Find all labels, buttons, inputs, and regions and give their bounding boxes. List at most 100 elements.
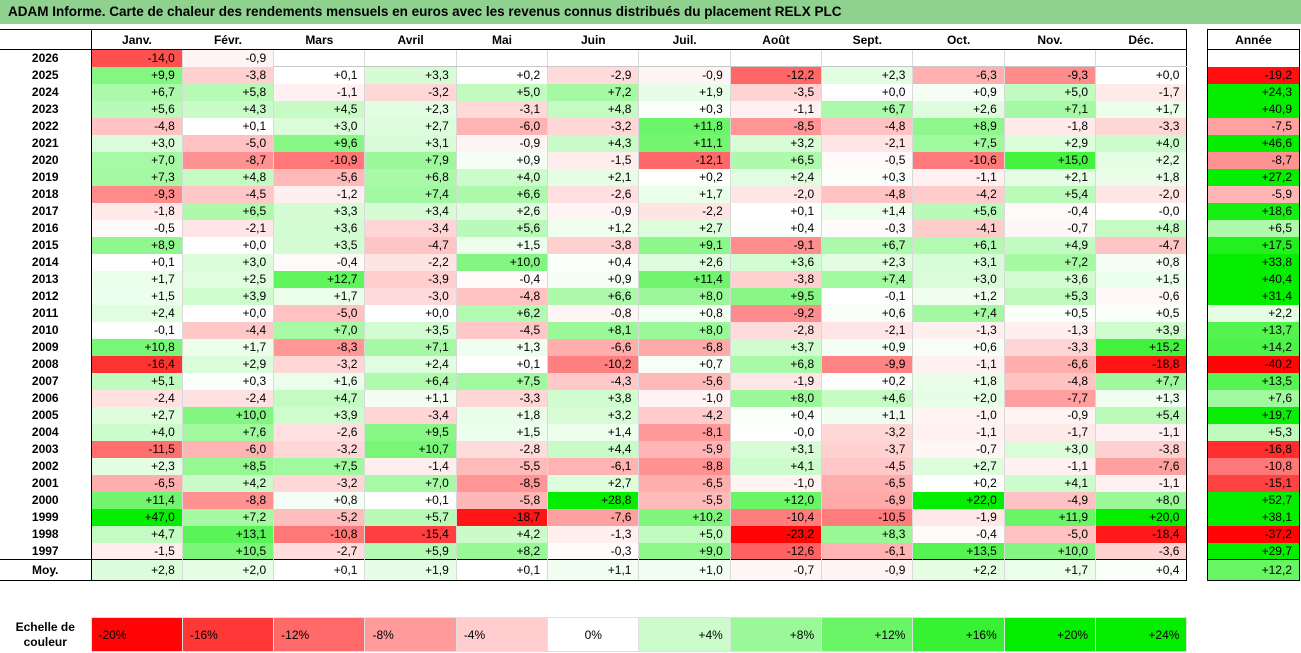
heatmap-cell: -0,0: [1095, 202, 1188, 220]
heatmap-cell: +0,6: [821, 304, 913, 322]
heatmap-cell: -8,3: [273, 338, 365, 356]
heatmap-cell: -4,1: [912, 219, 1005, 237]
month-header: Août: [730, 29, 822, 50]
year-label: 2001: [31, 476, 59, 490]
heatmap-cell: +4,2: [181, 474, 274, 492]
report-title: ADAM Informe. Carte de chaleur des rende…: [0, 0, 1301, 24]
heatmap-cell: -2,2: [638, 202, 731, 220]
heatmap-cell: +2,4: [729, 168, 822, 186]
heatmap-cell: -10,6: [912, 151, 1005, 169]
year-row: 2004 +4,0 +7,6 -2,6 +9,5 +1,5 +1,4 -8,1 -0,0 -3,2…: [0, 423, 1188, 441]
heatmap-cell: +10,8: [90, 338, 183, 356]
heatmap-cell: +2,7: [364, 117, 457, 135]
heatmap-cell: +4,2: [455, 525, 548, 543]
heatmap-cell: -1,1: [1095, 474, 1188, 492]
heatmap-cell: -1,1: [729, 100, 822, 118]
heatmap-cell: +5,4: [1095, 406, 1188, 424]
heatmap-cell: -5,5: [638, 491, 731, 509]
heatmap-cell: -0,7: [1003, 219, 1096, 237]
heatmap-cell: +0,3: [638, 100, 731, 118]
year-label: 2022: [31, 119, 59, 133]
heatmap-cell: +6,6: [547, 287, 639, 305]
heatmap-cell: -14,0: [90, 49, 183, 67]
heatmap-cell: +6,5: [181, 202, 274, 220]
heatmap-cell: +0,1: [364, 491, 457, 509]
heatmap-cell: -2,8: [455, 440, 548, 458]
heatmap-cell: -6,3: [912, 66, 1005, 84]
heatmap-cell: -1,1: [1095, 423, 1188, 441]
heatmap-cell: -9,3: [90, 185, 183, 203]
heatmap-cell: [547, 49, 639, 67]
annual-cell: [1207, 49, 1300, 67]
heatmap-cell: +2,1: [1003, 168, 1096, 186]
heatmap-cell: +1,7: [90, 270, 183, 288]
heatmap-cell: +0,3: [821, 168, 913, 186]
heatmap-cell: -2,4: [181, 389, 274, 407]
heatmap-cell: +3,0: [1003, 440, 1096, 458]
heatmap-cell: +5,0: [455, 83, 548, 101]
annual-cell: -15,1: [1207, 474, 1300, 492]
heatmap-cell: -0,1: [90, 321, 183, 339]
heatmap-cell: +0,1: [455, 355, 548, 373]
annual-table: Année -19,2 +24,3 +40,9 -7,5 +46,6 -8,7 +27,2 -5…: [1207, 29, 1300, 581]
heatmap-cell: +2,6: [455, 202, 548, 220]
heatmap-cell: +5,9: [364, 542, 457, 560]
heatmap-cell: -12,2: [729, 66, 822, 84]
heatmap-cell: +1,6: [273, 372, 365, 390]
heatmap-cell: +9,1: [638, 236, 731, 254]
heatmap-cell: -10,4: [729, 508, 822, 526]
heatmap-cell: +3,9: [181, 287, 274, 305]
heatmap-cell: +1,5: [455, 423, 548, 441]
heatmap-cell: +5,4: [1003, 185, 1096, 203]
heatmap-cell: +0,5: [1095, 304, 1188, 322]
year-label: 2002: [31, 459, 59, 473]
heatmap-cell: -0,3: [821, 219, 913, 237]
average-cell: +2,8: [90, 559, 183, 581]
average-cell: +0,1: [455, 559, 548, 581]
heatmap-cell: -4,8: [90, 117, 183, 135]
heatmap-cell: +4,1: [729, 457, 822, 475]
heatmap-cell: -3,1: [455, 100, 548, 118]
heatmap-cell: +5,0: [1003, 83, 1096, 101]
heatmap-cell: +2,7: [90, 406, 183, 424]
heatmap-cell: +3,4: [364, 202, 457, 220]
heatmap-cell: +12,7: [273, 270, 365, 288]
year-row: 1997 -1,5 +10,5 -2,7 +5,9 +8,2 -0,3 +9,0 -12,6 -6…: [0, 542, 1188, 560]
heatmap-cell: +6,6: [455, 185, 548, 203]
heatmap-cell: +11,1: [638, 134, 731, 152]
heatmap-cell: -6,5: [90, 474, 183, 492]
heatmap-cell: +10,2: [638, 508, 731, 526]
heatmap-cell: -12,1: [638, 151, 731, 169]
heatmap-cell: +1,8: [912, 372, 1005, 390]
heatmap-cell: +4,7: [90, 525, 183, 543]
annual-cell: +40,4: [1207, 270, 1300, 288]
heatmap-cell: -2,1: [181, 219, 274, 237]
annual-cell: -37,2: [1207, 525, 1300, 543]
heatmap-cell: +0,9: [912, 83, 1005, 101]
heatmap-cell: +2,3: [821, 66, 913, 84]
year-label: 2012: [31, 289, 59, 303]
heatmap-cell: -1,1: [1003, 457, 1096, 475]
annual-cell: +13,5: [1207, 372, 1300, 390]
heatmap-cell: -8,5: [729, 117, 822, 135]
heatmap-cell: +6,8: [729, 355, 822, 373]
month-header: Sept.: [821, 29, 913, 50]
heatmap-cell: +0,5: [1003, 304, 1096, 322]
heatmap-cell: -6,6: [547, 338, 639, 356]
heatmap-cell: +7,2: [1003, 253, 1096, 271]
heatmap-cell: +7,2: [181, 508, 274, 526]
heatmap-cell: +6,8: [364, 168, 457, 186]
heatmap-cell: +3,3: [273, 202, 365, 220]
heatmap-cell: +0,1: [273, 66, 365, 84]
annual-cell: +2,2: [1207, 304, 1300, 322]
heatmap-cell: +1,2: [547, 219, 639, 237]
heatmap-cell: +7,0: [273, 321, 365, 339]
heatmap-cell: -5,6: [638, 372, 731, 390]
heatmap-cell: -1,1: [912, 355, 1005, 373]
heatmap-cell: -3,3: [455, 389, 548, 407]
heatmap-cell: -6,0: [181, 440, 274, 458]
heatmap-cell: -11,5: [90, 440, 183, 458]
corner-cell: [0, 29, 91, 50]
heatmap-cell: +3,5: [364, 321, 457, 339]
heatmap-cell: +9,5: [364, 423, 457, 441]
